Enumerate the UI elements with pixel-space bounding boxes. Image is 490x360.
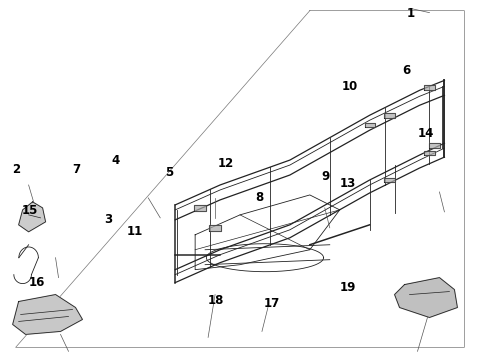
Polygon shape [384, 113, 395, 118]
Polygon shape [394, 278, 457, 318]
Text: 14: 14 [417, 127, 434, 140]
Polygon shape [19, 202, 46, 232]
Polygon shape [384, 177, 395, 183]
Text: 16: 16 [29, 276, 46, 289]
Text: 11: 11 [127, 225, 143, 238]
Text: 7: 7 [73, 163, 80, 176]
Text: 18: 18 [207, 294, 224, 307]
Text: 2: 2 [12, 163, 21, 176]
Text: 4: 4 [111, 154, 120, 167]
Text: 15: 15 [22, 204, 38, 217]
Text: 17: 17 [264, 297, 280, 310]
Polygon shape [13, 294, 82, 334]
Polygon shape [429, 143, 441, 148]
Text: 19: 19 [340, 281, 356, 294]
Text: 3: 3 [104, 213, 112, 226]
Text: 5: 5 [165, 166, 173, 179]
Polygon shape [209, 225, 221, 231]
Polygon shape [424, 85, 435, 90]
Text: 10: 10 [342, 80, 358, 93]
Text: 6: 6 [402, 64, 410, 77]
Text: 9: 9 [321, 170, 330, 183]
Polygon shape [365, 123, 374, 127]
Polygon shape [194, 205, 206, 211]
Text: 1: 1 [407, 7, 415, 20]
Text: 8: 8 [255, 192, 264, 204]
Text: 12: 12 [218, 157, 234, 170]
Text: 13: 13 [340, 177, 356, 190]
Polygon shape [424, 151, 435, 156]
